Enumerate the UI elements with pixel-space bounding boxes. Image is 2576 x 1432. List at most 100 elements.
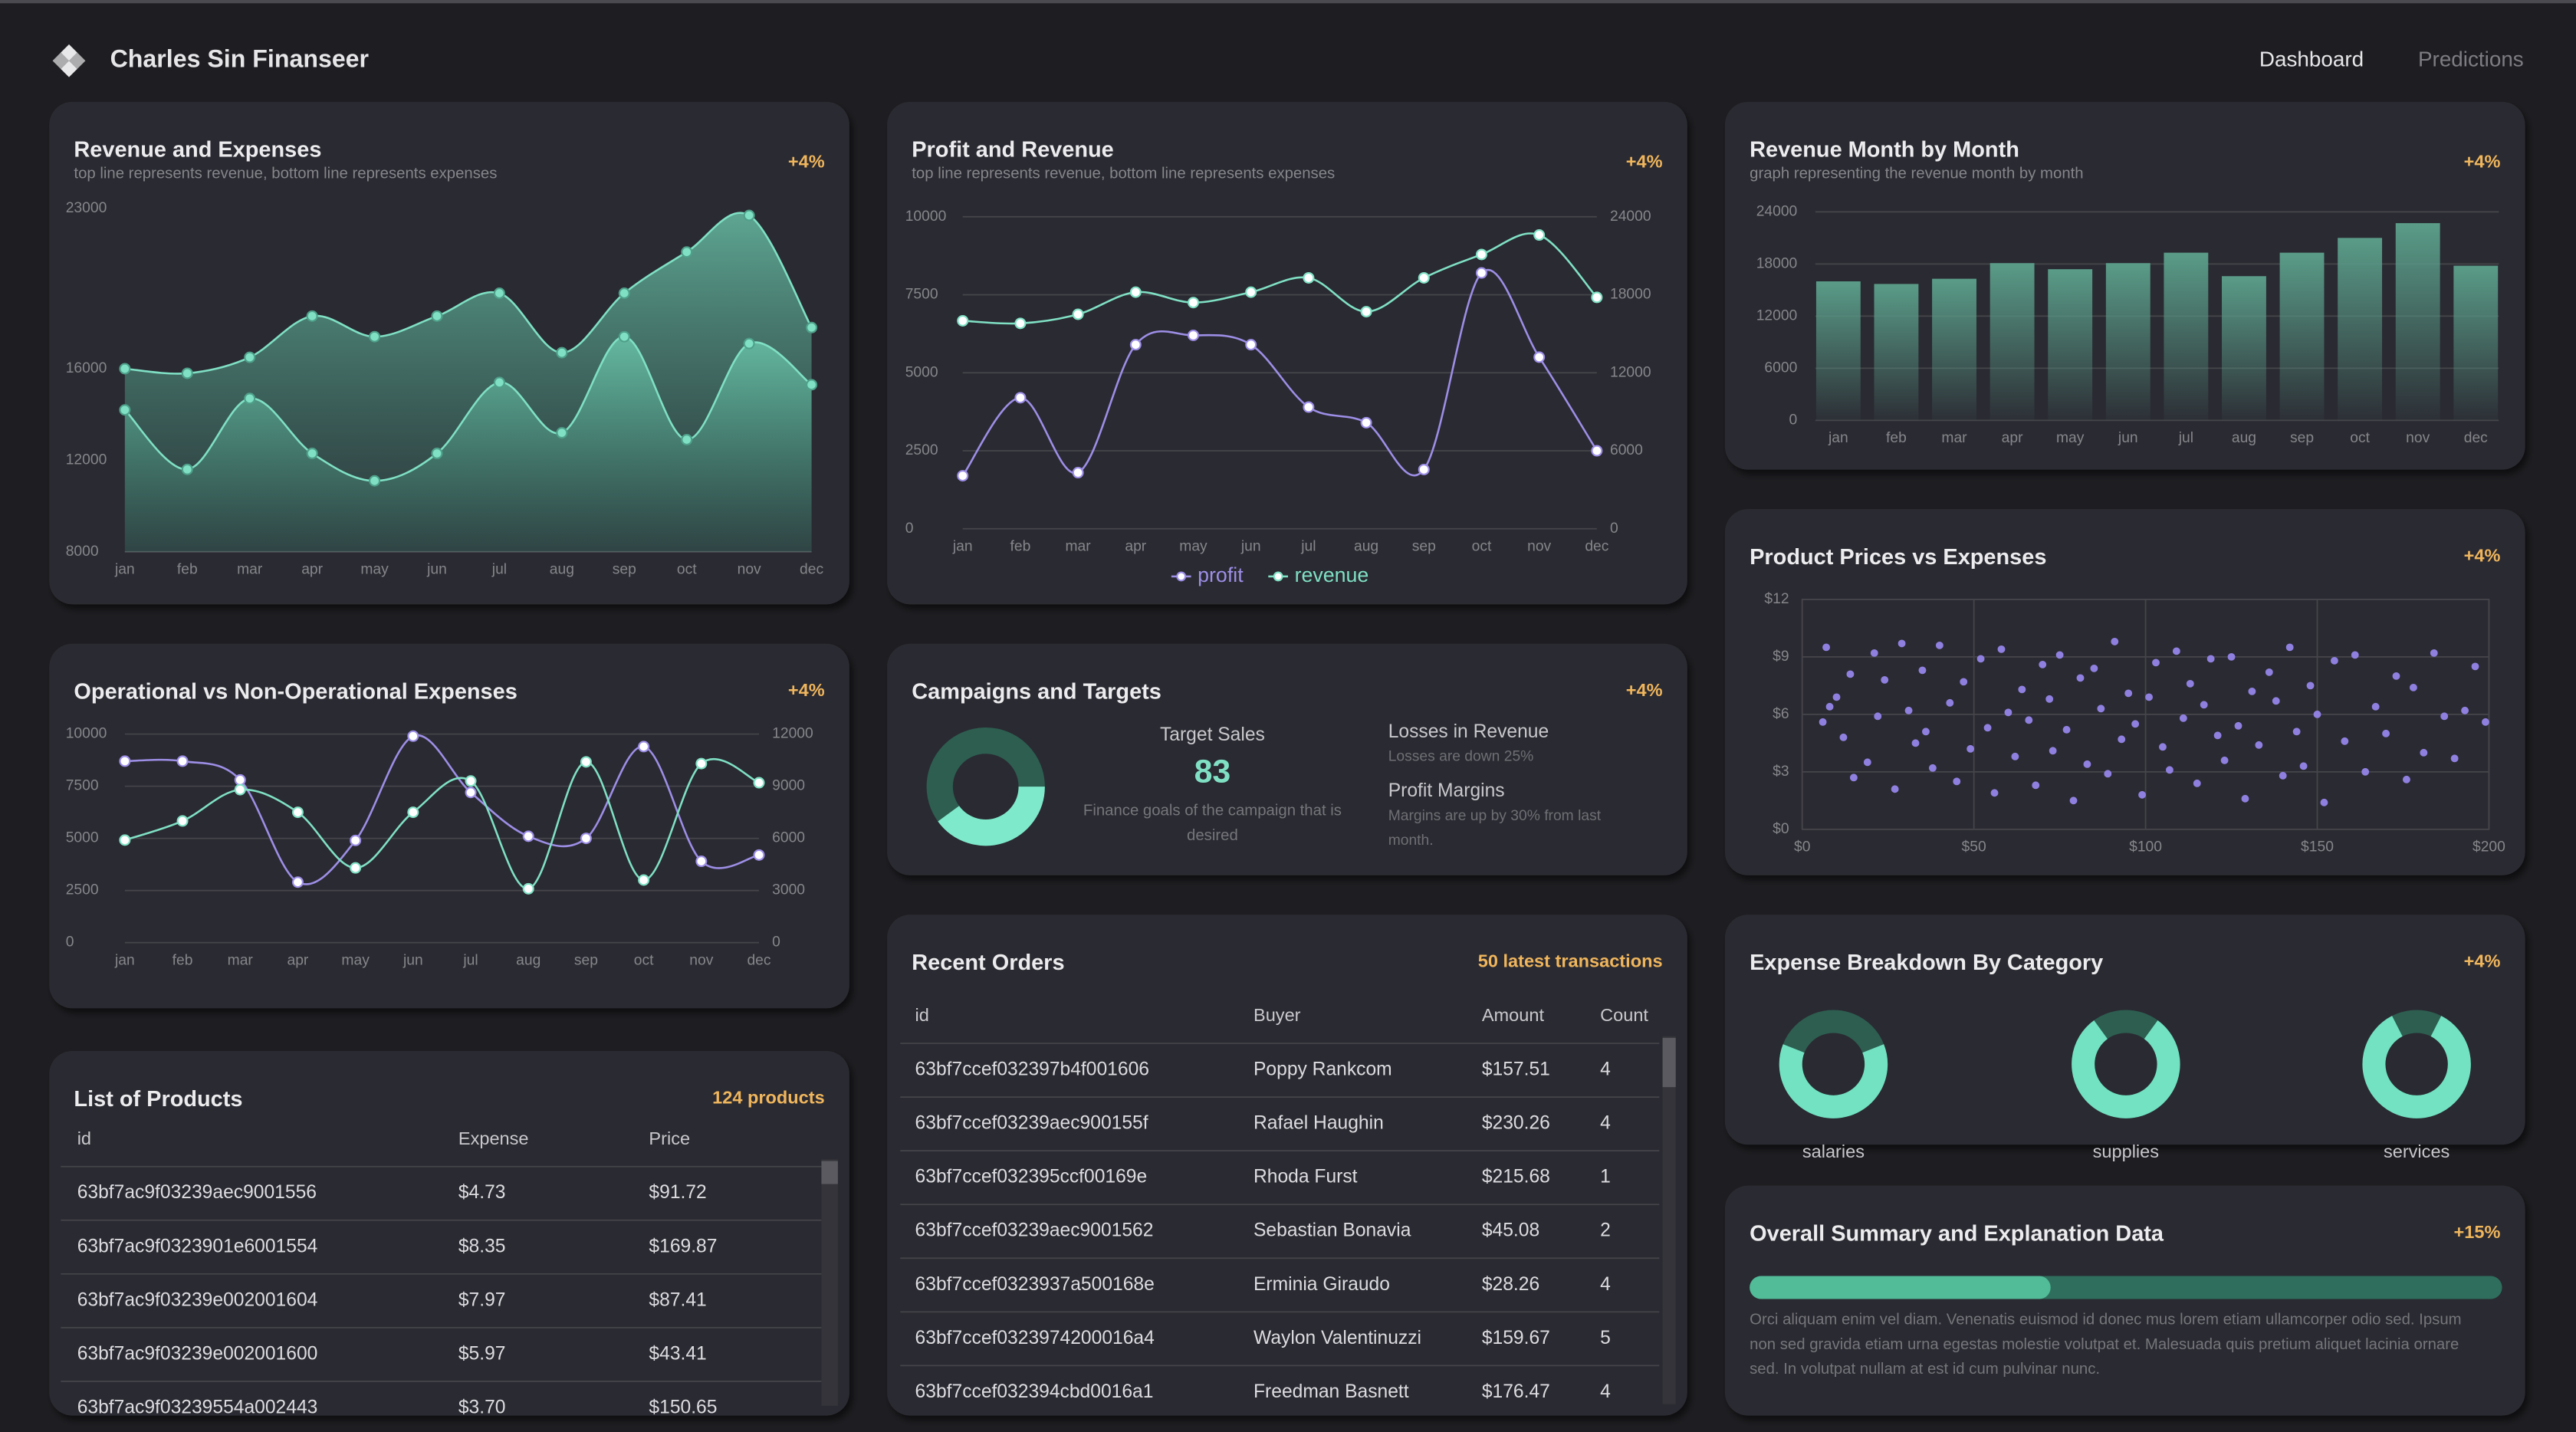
x-tick-label: may — [360, 561, 389, 577]
data-point — [1072, 467, 1084, 479]
data-point — [350, 862, 362, 874]
scatter-point — [1863, 758, 1871, 767]
data-point — [1187, 329, 1199, 341]
data-point — [1418, 271, 1430, 284]
data-point — [431, 310, 443, 322]
data-point — [556, 347, 568, 359]
x-tick-label: aug — [1354, 538, 1378, 554]
scatter-point — [2351, 651, 2359, 659]
scrollbar-thumb[interactable] — [1662, 1037, 1676, 1088]
scatter-point — [1928, 764, 1937, 772]
top-border — [0, 0, 2576, 4]
data-point — [244, 351, 256, 363]
x-tick-label: sep — [613, 561, 636, 577]
table-cell: 63bf7ac9f0323901e6001554 — [77, 1236, 318, 1256]
data-point — [1129, 339, 1142, 351]
nav-link[interactable]: Dashboard — [2259, 48, 2364, 71]
scrollbar-thumb[interactable] — [821, 1161, 838, 1184]
scatter-point — [1922, 727, 1930, 736]
y-tick-label: $6 — [1773, 706, 1789, 722]
nav-link[interactable]: Predictions — [2418, 48, 2524, 71]
card-title: Revenue and Expenses — [74, 138, 321, 163]
scatter-point — [2069, 796, 2078, 805]
scatter-point — [2313, 710, 2321, 718]
x-tick-label: oct — [1472, 538, 1492, 554]
y-tick-label: 16000 — [66, 360, 107, 376]
table-cell: $3.70 — [458, 1397, 506, 1417]
scatter-point — [1918, 666, 1927, 675]
bar — [2105, 263, 2150, 421]
scatter-point — [2371, 702, 2380, 711]
card — [49, 1051, 849, 1416]
x-tick-label: jan — [1828, 430, 1848, 446]
data-point — [176, 755, 189, 767]
donut-arc — [1779, 1044, 1888, 1118]
badge: +15% — [2454, 1222, 2501, 1242]
data-point — [1014, 317, 1027, 330]
data-point — [681, 434, 693, 446]
donut-label: supplies — [2093, 1141, 2159, 1161]
y-tick-label: 18000 — [1756, 255, 1798, 271]
bar — [1874, 284, 1919, 421]
donut-label: services — [2384, 1141, 2450, 1161]
column-header: Expense — [458, 1128, 529, 1148]
scatter-point — [2248, 687, 2256, 695]
x-tick-label: aug — [2232, 430, 2256, 446]
x-tick-label: aug — [516, 952, 540, 968]
table: 63bf7ccef032397b4f001606 Poppy Rankcom $15… — [900, 1043, 1660, 1402]
scatter-point — [2450, 754, 2459, 763]
scatter-point — [2111, 637, 2119, 645]
y-tick-label: $9 — [1773, 649, 1789, 665]
info-note: month. — [1388, 833, 1434, 849]
x-tick-label: feb — [172, 952, 193, 968]
data-point — [1591, 291, 1603, 304]
x-tick-label: may — [2056, 430, 2085, 446]
scatter-point — [1990, 789, 1999, 797]
y2-tick-label: 12000 — [772, 726, 813, 742]
x-tick-label: apr — [1125, 538, 1146, 554]
scatter-point — [1935, 641, 1944, 649]
scatter-point — [1967, 744, 1975, 753]
x-tick-label: jan — [114, 561, 135, 577]
scatter-point — [2482, 718, 2489, 726]
y-tick-label: 24000 — [1756, 203, 1798, 219]
data-point — [1533, 351, 1546, 363]
scatter-point — [2440, 712, 2449, 721]
table-cell: Sebastian Bonavia — [1254, 1220, 1411, 1241]
scatter-point — [2382, 729, 2390, 737]
scatter-point — [2186, 679, 2194, 688]
summary-text: sed. In volutpat nullam at est id cum pu… — [1750, 1361, 2100, 1378]
table-cell: $159.67 — [1482, 1328, 1550, 1348]
column-header: id — [77, 1128, 91, 1148]
info-note: Losses are down 25% — [1388, 749, 1534, 765]
y-tick-label: 5000 — [905, 364, 938, 380]
card-title: Campaigns and Targets — [912, 680, 1162, 705]
brand: Charles Sin Finanseer — [110, 45, 370, 73]
y-tick-label: 10000 — [905, 209, 947, 225]
data-point — [350, 834, 362, 846]
table-cell: 63bf7ccef032397b4f001606 — [915, 1059, 1149, 1080]
column-header: Buyer — [1254, 1005, 1301, 1025]
data-point — [306, 447, 318, 459]
data-point — [181, 367, 193, 379]
x-tick-label: mar — [237, 561, 263, 577]
bar — [2222, 276, 2266, 421]
data-point — [1187, 297, 1199, 309]
column-header: id — [915, 1005, 929, 1025]
area — [124, 337, 812, 552]
data-point — [1360, 416, 1372, 429]
y-tick-label: $12 — [1764, 591, 1789, 607]
column-header: Amount — [1482, 1005, 1545, 1025]
data-point — [1303, 271, 1315, 284]
card — [887, 101, 1687, 605]
table-cell: $8.35 — [458, 1236, 506, 1256]
data-point — [234, 783, 246, 796]
table-cell: Waylon Valentinuzzi — [1254, 1328, 1421, 1348]
x-tick-label: nov — [738, 561, 761, 577]
data-point — [1533, 229, 1546, 241]
data-point — [407, 806, 419, 819]
target-note: Finance goals of the campaign that is — [1083, 803, 1342, 819]
table-cell: 1 — [1600, 1167, 1611, 1187]
scatter-point — [2097, 705, 2105, 713]
